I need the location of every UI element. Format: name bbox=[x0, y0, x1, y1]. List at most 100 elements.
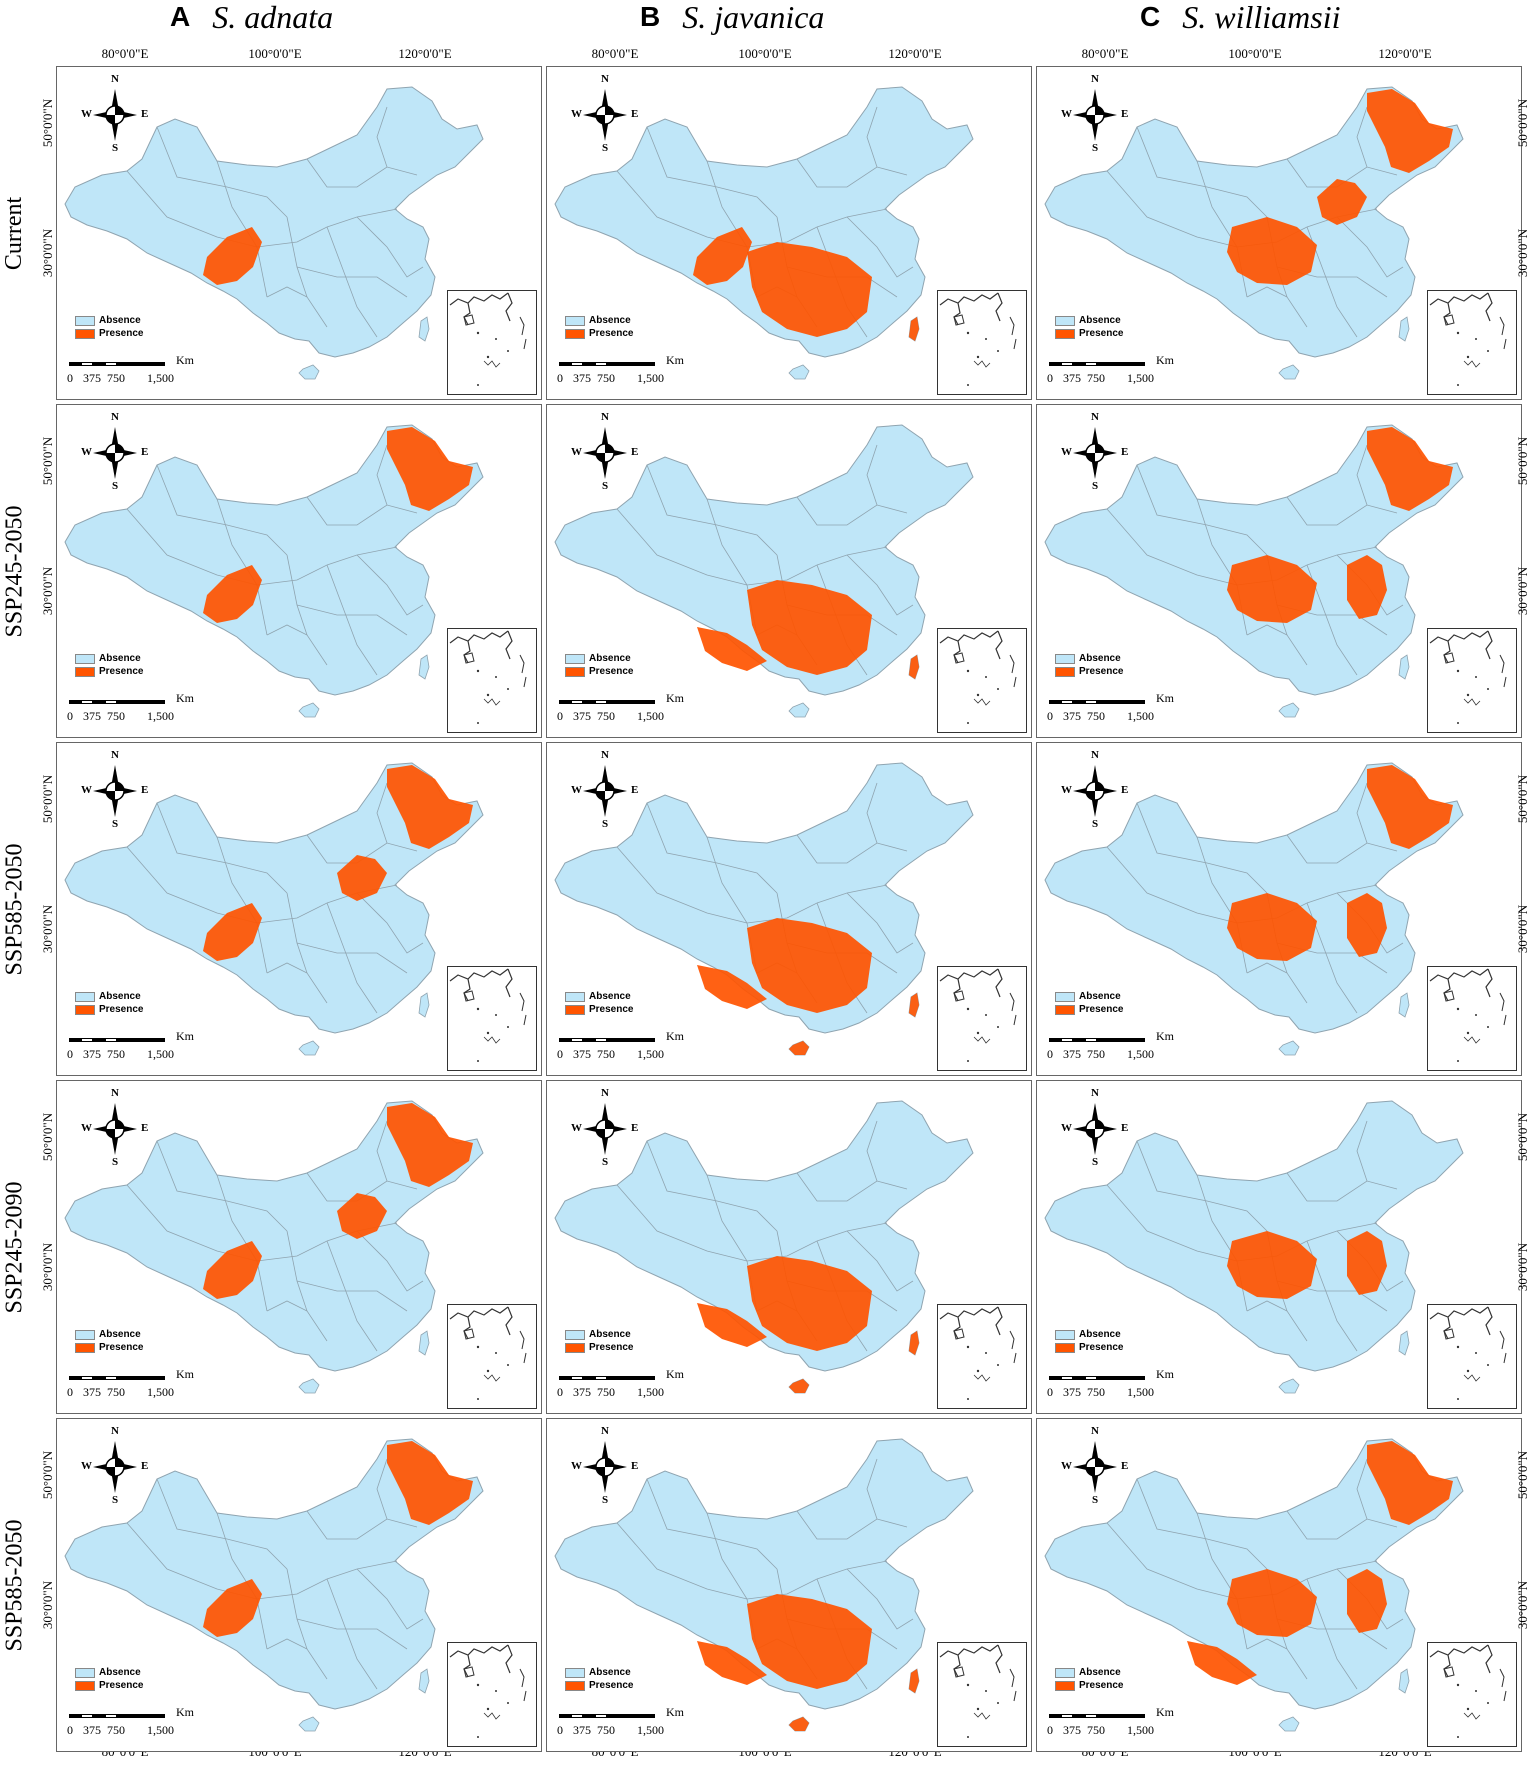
scale-segment bbox=[1061, 700, 1073, 704]
scale-bar: Km 0 375 750 1,500 bbox=[67, 1029, 194, 1063]
scale-unit: Km bbox=[666, 691, 684, 705]
lon-label-top: 120°0'0"E bbox=[1378, 46, 1432, 61]
scale-segment bbox=[607, 1376, 655, 1380]
presence-area-south bbox=[697, 965, 767, 1009]
scale-label: 1,500 bbox=[637, 709, 664, 723]
compass-e-label: E bbox=[631, 446, 639, 458]
legend-item-absence: Absence bbox=[1055, 990, 1123, 1003]
map-legend: Absence Presence bbox=[1055, 652, 1123, 678]
compass-n-label: N bbox=[1091, 73, 1099, 85]
scale-bar: Km 0 375 750 1,500 bbox=[557, 1705, 684, 1739]
province-border bbox=[306, 496, 418, 526]
legend-item-absence: Absence bbox=[565, 990, 633, 1003]
scale-label: 1,500 bbox=[147, 1047, 174, 1061]
scale-unit: Km bbox=[1156, 691, 1174, 705]
scale-segment bbox=[595, 1038, 607, 1042]
compass-w-label: W bbox=[81, 1460, 92, 1472]
province-border bbox=[796, 834, 908, 864]
scale-label: 750 bbox=[1087, 1385, 1105, 1399]
compass-n-label: N bbox=[111, 1425, 119, 1437]
province-border bbox=[1246, 286, 1288, 298]
hainan-island bbox=[788, 702, 810, 718]
lat-label-left: 30°0'0"N bbox=[40, 566, 55, 616]
scale-segment bbox=[93, 1714, 105, 1718]
province-border bbox=[1356, 106, 1368, 168]
map-legend: Absence Presence bbox=[565, 652, 633, 678]
province-border bbox=[156, 802, 288, 894]
presence-area-southwest bbox=[203, 1241, 262, 1299]
province-border bbox=[156, 464, 288, 556]
compass-e-label: E bbox=[1121, 446, 1129, 458]
scale-bar: Km 0 375 750 1,500 bbox=[1047, 1705, 1174, 1739]
presence-area-taiwan bbox=[909, 993, 919, 1017]
map-legend: Absence Presence bbox=[75, 652, 143, 678]
scale-bar: Km 0 375 750 1,500 bbox=[67, 691, 194, 725]
province-border bbox=[156, 126, 288, 218]
presence-area-hainan bbox=[789, 1041, 809, 1055]
province-border bbox=[646, 126, 778, 218]
scale-label: 1,500 bbox=[637, 1385, 664, 1399]
scale-segment bbox=[595, 1714, 607, 1718]
presence-area-northeast bbox=[1367, 1441, 1453, 1525]
province-border bbox=[1106, 846, 1238, 924]
province-border bbox=[866, 1458, 878, 1520]
south-china-sea-inset bbox=[1427, 290, 1517, 395]
legend-item-presence: Presence bbox=[1055, 327, 1123, 340]
scale-label: 0 bbox=[1047, 1723, 1053, 1737]
scale-bar: Km 0 375 750 1,500 bbox=[1047, 691, 1174, 725]
scale-segment bbox=[1049, 1376, 1061, 1380]
province-border bbox=[216, 836, 268, 974]
compass-w-label: W bbox=[571, 108, 582, 120]
compass-e-label: E bbox=[1121, 784, 1129, 796]
compass-s-label: S bbox=[1092, 1494, 1099, 1506]
compass-e-label: E bbox=[631, 784, 639, 796]
scale-label: 375 bbox=[1063, 1047, 1081, 1061]
legend-label: Absence bbox=[1079, 991, 1121, 1002]
map-legend: Absence Presence bbox=[565, 990, 633, 1016]
north-arrow-icon: N S W E bbox=[1059, 1425, 1131, 1507]
presence-area-south-central bbox=[747, 580, 872, 675]
scale-label: 0 bbox=[67, 1385, 73, 1399]
scale-unit: Km bbox=[1156, 1705, 1174, 1719]
north-arrow-icon: N S W E bbox=[569, 1425, 641, 1507]
map-panel: N S W E Absence Presence Km 0 375 750 1,500 bbox=[546, 742, 1032, 1076]
scale-segment bbox=[1073, 1714, 1085, 1718]
scale-segment bbox=[1097, 362, 1145, 366]
province-border bbox=[1356, 1458, 1368, 1520]
compass-e-label: E bbox=[141, 108, 149, 120]
province-border bbox=[1356, 1120, 1368, 1182]
hainan-island bbox=[1278, 364, 1300, 380]
lat-label-left: 30°0'0"N bbox=[40, 1242, 55, 1292]
legend-swatch bbox=[565, 991, 585, 1002]
province-border bbox=[266, 1300, 308, 1312]
province-border bbox=[286, 216, 328, 328]
legend-label: Presence bbox=[589, 1680, 634, 1691]
map-legend: Absence Presence bbox=[1055, 1328, 1123, 1354]
taiwan-island bbox=[418, 1668, 430, 1694]
scale-unit: Km bbox=[176, 353, 194, 367]
province-border bbox=[266, 286, 308, 298]
presence-area-northeast bbox=[1367, 89, 1453, 173]
province-border bbox=[356, 216, 424, 278]
north-arrow-icon: N S W E bbox=[1059, 1087, 1131, 1169]
province-border bbox=[1136, 1140, 1268, 1232]
province-border bbox=[1246, 962, 1288, 974]
province-border bbox=[616, 846, 748, 924]
scale-segment bbox=[1097, 700, 1145, 704]
province-border bbox=[646, 802, 778, 894]
scale-segment bbox=[1049, 1038, 1061, 1042]
scale-label: 0 bbox=[67, 371, 73, 385]
lat-label-right: 30°0'0"N bbox=[1515, 1242, 1530, 1292]
scale-label: 375 bbox=[573, 1047, 591, 1061]
china-map bbox=[64, 86, 484, 380]
province-border bbox=[216, 1174, 268, 1312]
legend-swatch bbox=[565, 1680, 585, 1691]
legend-swatch bbox=[75, 1667, 95, 1678]
compass-n-label: N bbox=[601, 1425, 609, 1437]
compass-w-label: W bbox=[1061, 784, 1072, 796]
legend-label: Absence bbox=[589, 991, 631, 1002]
hainan-island bbox=[298, 1716, 320, 1732]
legend-swatch bbox=[565, 653, 585, 664]
legend-item-absence: Absence bbox=[75, 990, 143, 1003]
compass-w-label: W bbox=[1061, 1122, 1072, 1134]
